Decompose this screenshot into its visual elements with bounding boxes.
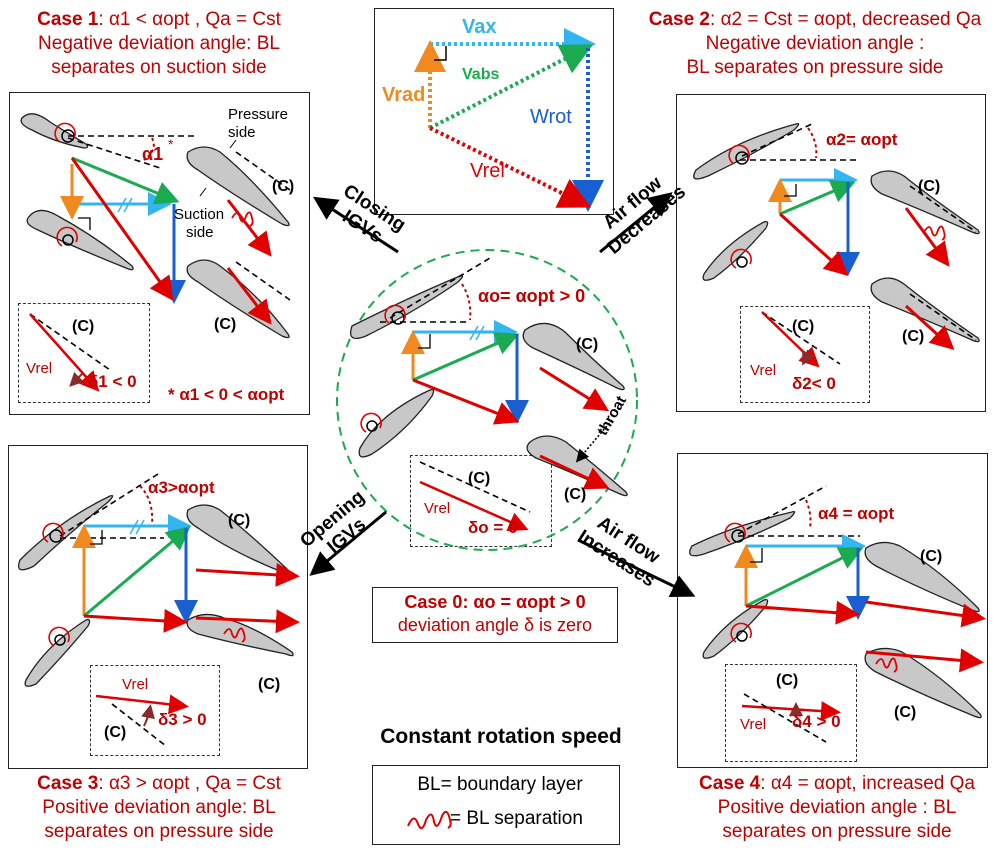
case4-blades — [689, 510, 982, 719]
case4-title: Case 4 — [698, 773, 761, 794]
legend-bl: BL= boundary layer — [417, 774, 583, 795]
case3-inset-vrel: Vrel — [122, 676, 149, 693]
case0-delta: δo = 0 — [468, 518, 518, 537]
case3-caption: Case 3: α3 > αopt , Qa = Cst Positive de… — [0, 772, 318, 844]
case1-pressure-label: Pressure — [228, 106, 289, 123]
case2-condition: : α2 = Cst = αopt, decreased Qa — [710, 9, 982, 30]
case1-suction-label: Suction — [174, 206, 225, 223]
case1-alpha: α1 — [142, 144, 164, 164]
increases-arrow — [577, 538, 696, 597]
case3-inset — [90, 665, 220, 756]
case0-inset — [410, 455, 552, 547]
case0-inset-c: (C) — [468, 470, 491, 487]
case3-c-top: (C) — [228, 512, 251, 529]
case4-caption: Case 4: α4 = αopt, increased Qa Positive… — [680, 772, 994, 844]
case0-caption-box — [372, 587, 618, 643]
case3-panel — [8, 445, 308, 769]
figure-title: Constant rotation speed — [380, 725, 622, 748]
case0-title: Case 0 — [404, 592, 463, 612]
case2-inset — [740, 306, 870, 403]
case1-suction-label2: side — [186, 224, 214, 241]
case2-panel — [676, 94, 986, 412]
case1-line3: separates on suction side — [51, 57, 267, 78]
case1-inset — [18, 303, 150, 403]
case3-condition: : α3 > αopt , Qa = Cst — [98, 773, 281, 794]
legend-box — [372, 765, 620, 845]
case3-alpha: α3>αopt — [148, 478, 215, 497]
case2-vectors — [728, 123, 977, 368]
case1-inset-vrel: Vrel — [26, 360, 53, 377]
case4-line2: Positive deviation angle : BL — [717, 797, 957, 818]
case4-c-top: (C) — [920, 548, 943, 565]
case4-vectors — [724, 485, 986, 743]
case1-title: Case 1 — [37, 9, 99, 30]
case0-blades — [349, 274, 628, 497]
case2-delta: δ2< 0 — [792, 374, 836, 393]
case1-c-top: (C) — [272, 178, 295, 195]
case3-line2: Positive deviation angle: BL — [42, 797, 276, 818]
case3-delta: δ3 > 0 — [158, 710, 207, 729]
case0-caption: Case 0: αo = αopt > 0 deviation angle δ … — [372, 591, 618, 637]
case3-title: Case 3 — [37, 773, 99, 794]
label-v-ax: Vax — [462, 16, 497, 38]
case4-inset-vrel: Vrel — [740, 716, 767, 733]
case3-vectors — [42, 473, 300, 747]
case1-condition: : α1 < αopt , Qa = Cst — [98, 9, 281, 30]
label-w-rot: Wrot — [530, 106, 572, 128]
case2-inset-c: (C) — [792, 318, 815, 335]
case2-line2: Negative deviation angle : — [705, 33, 925, 54]
case2-inset-vrel: Vrel — [750, 362, 777, 379]
case1-caption: Case 1: α1 < αopt , Qa = Cst Negative de… — [0, 8, 318, 80]
case0-inset-vrel: Vrel — [424, 500, 451, 517]
closing-arrow — [312, 196, 399, 254]
case1-footnote: * α1 < 0 < αopt — [168, 385, 285, 404]
case0-circle — [336, 249, 638, 551]
case4-delta: δ4 > 0 — [792, 712, 841, 731]
case1-asterisk: * — [168, 136, 174, 152]
case1-delta: δ1 < 0 — [88, 372, 137, 391]
case4-condition: : α4 = αopt, increased Qa — [760, 773, 975, 794]
case0-vectors — [360, 257, 613, 532]
case3-line3: separates on pressure side — [44, 821, 274, 842]
case0-line2: deviation angle δ is zero — [397, 615, 593, 635]
case2-alpha: α2= αopt — [826, 130, 898, 149]
case1-line2: Negative deviation angle: BL — [38, 33, 280, 54]
case2-c-bottom: (C) — [902, 328, 925, 345]
label-v-rel: Vrel — [470, 160, 505, 182]
case2-c-top: (C) — [918, 178, 941, 195]
case0-c-top: (C) — [576, 336, 599, 353]
case3-inset-c: (C) — [104, 724, 127, 741]
case0-condition: : αo = αopt > 0 — [462, 592, 586, 612]
case4-alpha: α4 = αopt — [818, 504, 895, 523]
case0-c-bottom: (C) — [564, 486, 587, 503]
case3-blades — [17, 494, 294, 687]
label-v-rad: Vrad — [382, 84, 426, 106]
case4-panel — [677, 453, 988, 768]
velocity-triangle-panel — [374, 8, 614, 215]
opening-arrow — [309, 510, 387, 576]
decreases-arrow — [599, 192, 673, 254]
case3-c-bottom: (C) — [258, 676, 281, 693]
case4-inset — [725, 664, 857, 762]
case1-panel — [9, 92, 310, 415]
case1-inset-c: (C) — [72, 318, 95, 335]
case4-inset-c: (C) — [776, 672, 799, 689]
case1-vectors — [29, 122, 291, 392]
case4-line3: separates on pressure side — [722, 821, 952, 842]
case2-line3: BL separates on pressure side — [686, 57, 944, 78]
case4-c-bottom: (C) — [894, 704, 917, 721]
case2-caption: Case 2: α2 = Cst = αopt, decreased Qa Ne… — [636, 8, 994, 80]
label-v-abs: Vabs — [462, 66, 500, 83]
legend-sep: = BL separation — [450, 808, 583, 829]
case1-pressure-label2: side — [228, 124, 256, 141]
velocity-triangle — [414, 28, 604, 212]
case1-c-bottom: (C) — [214, 316, 237, 333]
case0-alpha: αo= αopt > 0 — [478, 286, 586, 306]
case2-title: Case 2 — [648, 9, 711, 30]
